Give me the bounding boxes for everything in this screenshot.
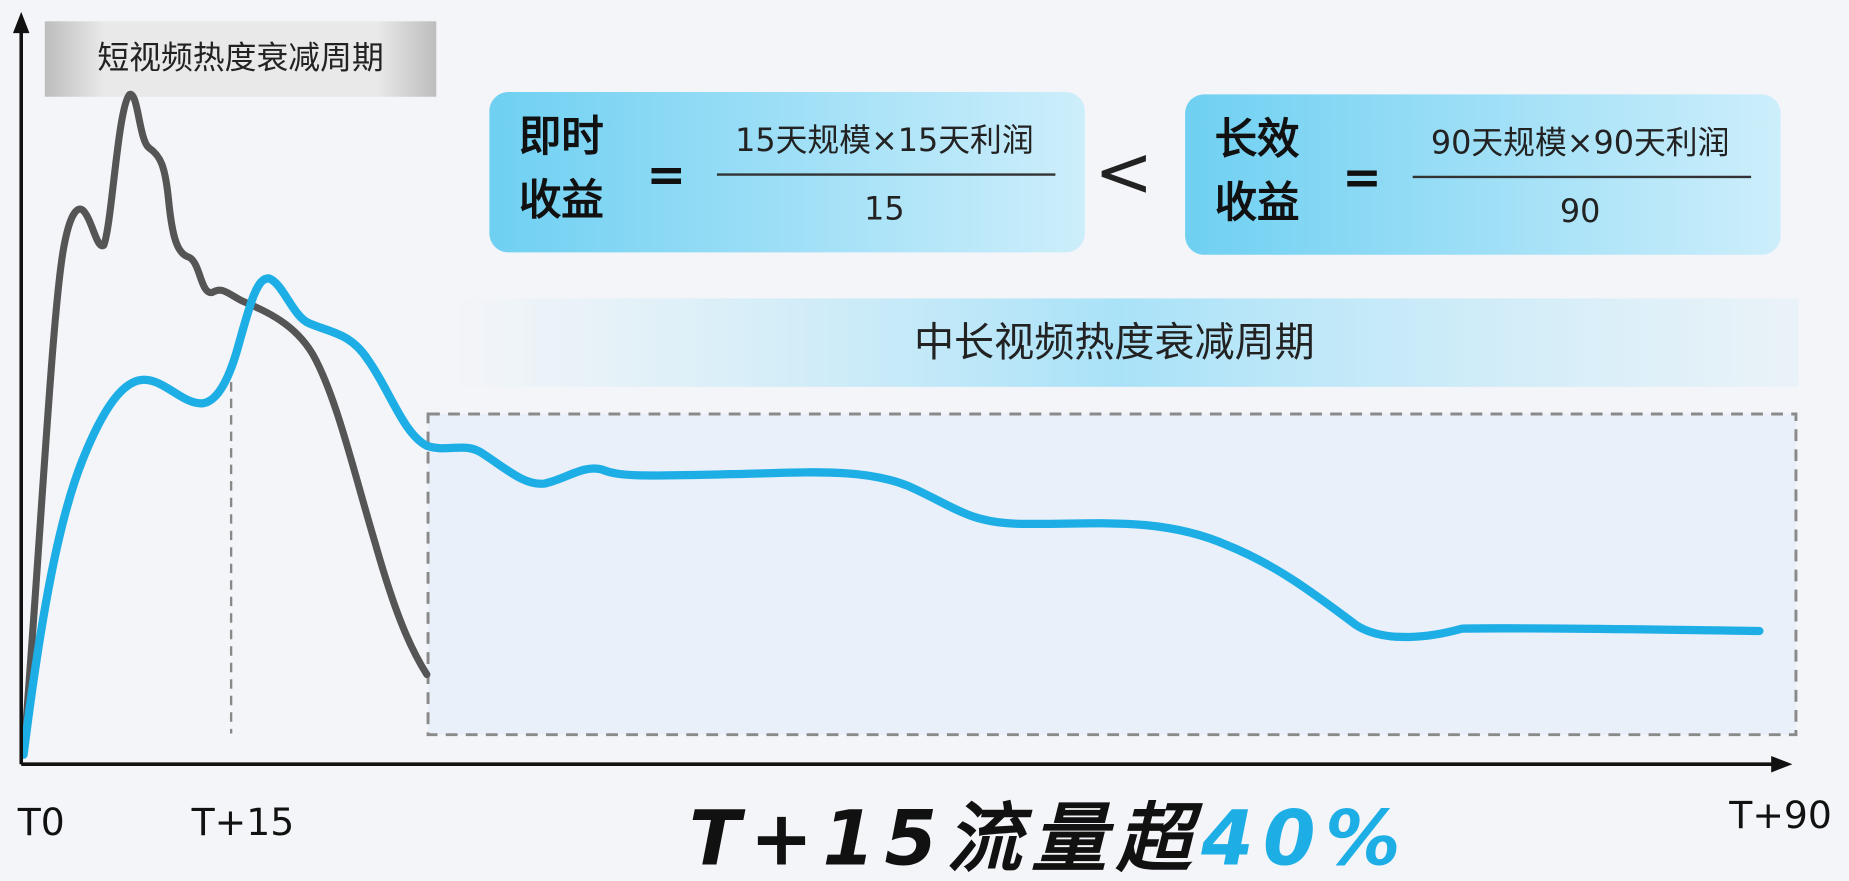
right-formula-box bbox=[1185, 94, 1781, 255]
x-label: T+15 bbox=[191, 800, 295, 844]
left-formula-box bbox=[489, 92, 1085, 253]
equals: = bbox=[1342, 150, 1382, 205]
x-label: T0 bbox=[17, 800, 65, 844]
headline-highlight: 40% bbox=[1200, 794, 1410, 881]
long-cycle-label: 中长视频热度衰减周期 bbox=[914, 320, 1315, 366]
x-axis-arrow bbox=[1771, 755, 1793, 773]
long-tail-region bbox=[426, 412, 1798, 737]
denominator: 15 bbox=[864, 189, 905, 227]
long-cycle-banner bbox=[442, 298, 1799, 387]
formula-label: 即时 bbox=[519, 113, 604, 162]
y-axis-arrow bbox=[12, 11, 30, 34]
formula-label: 收益 bbox=[519, 177, 604, 226]
x-label: T+90 bbox=[1728, 793, 1832, 837]
headline-text: T+15流量超 bbox=[689, 794, 1203, 881]
short-cycle-tag bbox=[44, 21, 437, 97]
less-than: < bbox=[1094, 130, 1153, 213]
short-video-curve bbox=[20, 90, 431, 759]
numerator: 90天规模×90天利润 bbox=[1431, 123, 1730, 161]
long-video-curve bbox=[19, 274, 1764, 759]
denominator: 90 bbox=[1560, 192, 1601, 230]
headline: T+15流量超40% bbox=[689, 794, 1410, 881]
formula-label: 长效 bbox=[1215, 115, 1300, 164]
equals: = bbox=[646, 148, 686, 203]
short-cycle-label: 短视频热度衰减周期 bbox=[97, 38, 383, 76]
numerator: 15天规模×15天利润 bbox=[735, 121, 1034, 159]
formula-label: 收益 bbox=[1215, 179, 1300, 228]
